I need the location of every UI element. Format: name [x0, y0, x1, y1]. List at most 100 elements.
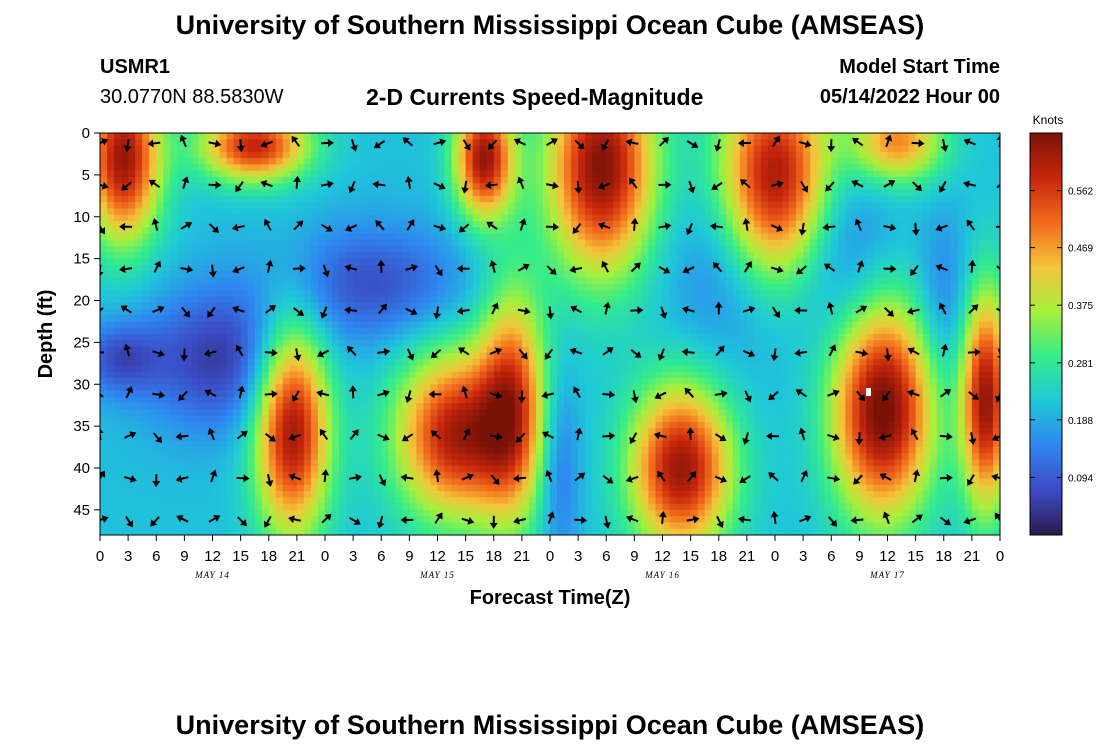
heatmap-cell: [360, 365, 368, 373]
heatmap-cell: [261, 359, 270, 367]
heatmap-cell: [388, 246, 396, 253]
heatmap-cell: [261, 346, 270, 354]
heatmap-cell: [641, 139, 650, 147]
heatmap-cell: [135, 434, 143, 442]
heatmap-cell: [332, 390, 340, 398]
heatmap-cell: [275, 170, 284, 178]
heatmap-cell: [149, 447, 157, 454]
heatmap-cell: [634, 158, 643, 166]
heatmap-cell: [542, 371, 551, 379]
heatmap-cell: [149, 359, 157, 367]
heatmap-cell: [310, 208, 319, 216]
heatmap-cell: [528, 503, 537, 511]
heatmap-cell: [437, 233, 446, 241]
heatmap-cell: [550, 258, 558, 266]
heatmap-cell: [310, 176, 319, 184]
heatmap-cell: [360, 189, 368, 197]
heatmap-cell: [416, 390, 425, 398]
heatmap-cell: [191, 359, 200, 367]
heatmap-cell: [493, 308, 502, 316]
heatmap-cell: [247, 139, 256, 147]
heatmap-cell: [191, 472, 200, 480]
heatmap-cell: [535, 252, 544, 260]
heatmap-cell: [557, 428, 565, 436]
heatmap-cell: [585, 447, 593, 454]
heatmap-cell: [465, 208, 474, 216]
heatmap-cell: [219, 189, 228, 197]
heatmap-cell: [100, 459, 108, 467]
heatmap-cell: [325, 421, 333, 429]
heatmap-cell: [177, 290, 185, 297]
heatmap-cell: [149, 277, 157, 285]
heatmap-cell: [500, 472, 509, 480]
heatmap-cell: [156, 302, 164, 310]
heatmap-cell: [226, 264, 235, 272]
heatmap-cell: [254, 516, 263, 524]
heatmap-cell: [409, 321, 418, 329]
heatmap-cell: [606, 396, 614, 404]
heatmap-cell: [557, 176, 565, 184]
heatmap-cell: [514, 472, 523, 480]
heatmap-cell: [170, 208, 178, 216]
heatmap-cell: [451, 139, 460, 147]
heatmap-cell: [128, 283, 136, 291]
heatmap-cell: [332, 239, 340, 247]
heatmap-cell: [184, 139, 193, 147]
heatmap-cell: [430, 145, 439, 153]
heatmap-cell: [128, 308, 136, 316]
heatmap-cell: [212, 302, 221, 310]
heatmap-cell: [479, 503, 488, 511]
heatmap-cell: [416, 183, 425, 191]
heatmap-cell: [521, 145, 530, 153]
heatmap-cell: [128, 472, 136, 480]
heatmap-cell: [303, 516, 312, 524]
heatmap-cell: [226, 365, 235, 373]
heatmap-cell: [219, 252, 228, 260]
heatmap-cell: [507, 308, 516, 316]
heatmap-cell: [416, 415, 425, 423]
heatmap-cell: [542, 509, 551, 517]
heatmap-cell: [114, 478, 122, 486]
heatmap-cell: [198, 377, 207, 385]
heatmap-cell: [479, 151, 488, 159]
heatmap-cell: [458, 478, 467, 486]
heatmap-cell: [282, 151, 291, 159]
heatmap-cell: [381, 503, 389, 511]
heatmap-cell: [135, 133, 143, 140]
heatmap-cell: [128, 334, 136, 341]
heatmap-cell: [592, 503, 600, 511]
heatmap-cell: [493, 453, 502, 461]
heatmap-cell: [254, 220, 263, 228]
heatmap-cell: [402, 415, 410, 423]
heatmap-cell: [121, 208, 129, 216]
heatmap-cell: [444, 440, 453, 448]
heatmap-cell: [198, 484, 207, 492]
heatmap-cell: [107, 151, 115, 159]
heatmap-cell: [268, 308, 277, 316]
heatmap-cell: [641, 176, 650, 184]
heatmap-cell: [177, 252, 185, 260]
heatmap-cell: [360, 145, 368, 153]
heatmap-cell: [514, 409, 523, 417]
heatmap-cell: [585, 195, 593, 203]
heatmap-cell: [367, 183, 375, 191]
heatmap-cell: [599, 296, 607, 304]
heatmap-cell: [479, 491, 488, 498]
heatmap-cell: [423, 327, 432, 335]
heatmap-cell: [557, 227, 565, 235]
heatmap-cell: [191, 484, 200, 492]
heatmap-cell: [353, 396, 361, 404]
heatmap-cell: [107, 352, 115, 360]
heatmap-cell: [578, 145, 586, 153]
heatmap-cell: [191, 176, 200, 184]
heatmap-cell: [402, 440, 410, 448]
heatmap-cell: [613, 434, 621, 442]
heatmap-cell: [437, 459, 446, 467]
heatmap-cell: [634, 346, 643, 354]
heatmap-cell: [374, 478, 382, 486]
heatmap-cell: [458, 158, 467, 166]
heatmap-cell: [177, 214, 185, 222]
heatmap-cell: [564, 233, 572, 241]
heatmap-cell: [423, 396, 432, 404]
heatmap-cell: [599, 365, 607, 373]
